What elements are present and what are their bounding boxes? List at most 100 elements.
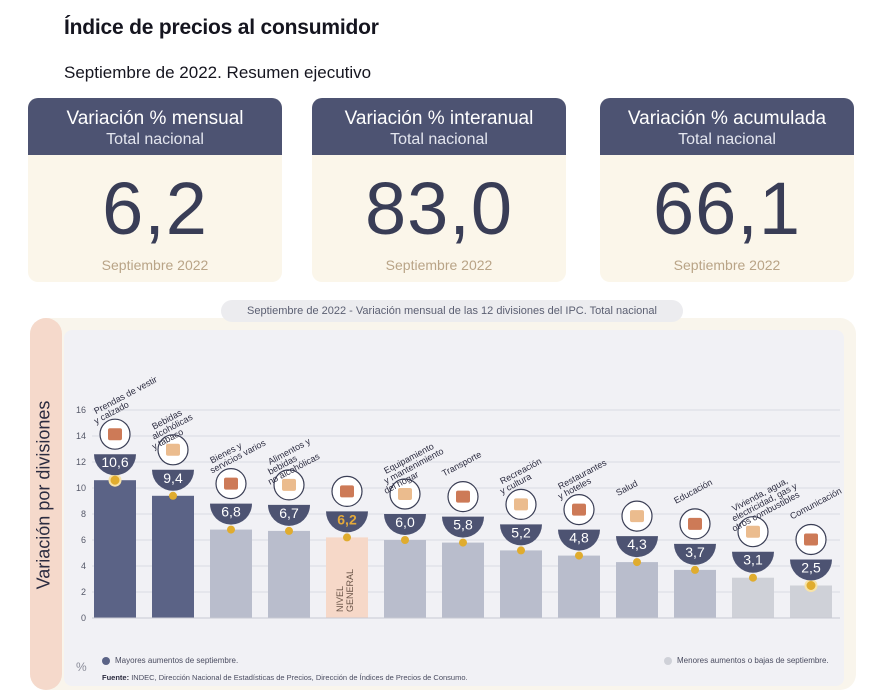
bar <box>442 542 484 618</box>
bar-top-marker <box>517 546 525 555</box>
value-badge <box>732 551 774 573</box>
value-label: 10,6 <box>101 454 128 470</box>
bar-top-marker <box>108 473 122 487</box>
value-badge <box>268 504 310 526</box>
kpi-card-monthly: Variación % mensual Total nacional 6,2 S… <box>28 98 282 282</box>
value-label: 2,5 <box>801 560 821 576</box>
value-label: 3,1 <box>743 552 763 568</box>
value-badge <box>384 514 426 535</box>
y-tick-label: 12 <box>76 457 86 467</box>
bar-top-marker <box>169 491 177 500</box>
category-label: Salud <box>614 478 639 498</box>
bar-top-marker <box>343 533 351 542</box>
book-icon-glyph <box>688 517 702 530</box>
category-label: Transporte <box>440 449 483 478</box>
value-badge <box>558 529 600 551</box>
bar-top-marker <box>691 565 699 574</box>
kpi-value: 83,0 <box>364 167 514 250</box>
bar-top-marker <box>401 536 409 544</box>
value-label: 4,3 <box>627 536 647 552</box>
food-icon-glyph <box>282 478 296 491</box>
value-label: 9,4 <box>163 470 183 486</box>
y-tick-label: 2 <box>81 587 86 597</box>
source-label: Fuente: <box>102 673 130 682</box>
kpi-date: Septiembre 2022 <box>385 257 493 273</box>
bar <box>326 537 368 618</box>
kpi-header: Variación % mensual Total nacional <box>28 98 282 155</box>
y-tick-label: 16 <box>76 405 86 415</box>
kpi-value: 66,1 <box>652 167 802 250</box>
kpi-header: Variación % interanual Total nacional <box>312 98 566 155</box>
y-tick-label: 14 <box>76 431 86 441</box>
value-label: 5,2 <box>511 524 531 540</box>
value-label: 6,8 <box>221 504 241 520</box>
value-label: 5,8 <box>453 517 473 533</box>
value-badge <box>326 511 368 533</box>
y-unit-label: % <box>76 660 87 674</box>
y-tick-label: 4 <box>81 561 86 571</box>
bar <box>732 577 774 618</box>
kpi-subheading: Total nacional <box>106 131 204 148</box>
kpi-heading: Variación % interanual <box>344 108 534 129</box>
bar <box>500 550 542 618</box>
bar <box>674 569 716 618</box>
bar-top-marker <box>633 558 641 567</box>
category-label: Educación <box>672 477 714 506</box>
value-badge <box>674 543 716 565</box>
kpi-subheading: Total nacional <box>390 131 488 148</box>
bar <box>268 530 310 618</box>
kpi-card-accumulated: Variación % acumulada Total nacional 66,… <box>600 98 854 282</box>
bar <box>558 555 600 618</box>
bar-top-marker <box>575 551 583 560</box>
value-badge <box>790 559 832 581</box>
bar-top-marker <box>227 525 235 534</box>
appliance-icon-glyph <box>398 488 412 500</box>
value-label: 6,7 <box>279 505 299 521</box>
legend-highlight: Mayores aumentos de septiembre. <box>102 656 238 665</box>
y-tick-label: 0 <box>81 613 86 623</box>
bar-top-marker <box>285 526 293 535</box>
legend-dot-low <box>664 656 672 665</box>
bar <box>210 529 252 618</box>
kpi-date: Septiembre 2022 <box>101 257 209 273</box>
general-bar-label: NIVEL <box>335 586 345 612</box>
bar-top-marker <box>749 573 757 582</box>
bar <box>384 540 426 618</box>
dinner-icon-glyph <box>572 503 586 516</box>
bar <box>152 495 194 618</box>
chart-caption: Septiembre de 2022 - Variación mensual d… <box>221 300 683 322</box>
phone-icon-glyph <box>804 533 818 546</box>
bar <box>616 562 658 618</box>
legend-low: Menores aumentos o bajas de septiembre. <box>664 656 829 665</box>
source-text: INDEC, Dirección Nacional de Estadística… <box>131 673 468 682</box>
y-tick-label: 10 <box>76 483 86 493</box>
y-tick-label: 6 <box>81 535 86 545</box>
value-label: 3,7 <box>685 544 705 560</box>
shirt-icon-glyph <box>108 428 122 441</box>
value-badge <box>616 536 658 558</box>
bottles-icon-glyph <box>166 443 180 456</box>
page-subtitle: Septiembre de 2022. Resumen ejecutivo <box>64 63 372 82</box>
kpi-heading: Variación % acumulada <box>627 108 827 129</box>
kpi-card-yearly: Variación % interanual Total nacional 83… <box>312 98 566 282</box>
legend-low-label: Menores aumentos o bajas de septiembre. <box>677 656 829 665</box>
bar-top-marker <box>459 538 467 547</box>
kpi-date: Septiembre 2022 <box>673 257 781 273</box>
legend-highlight-label: Mayores aumentos de septiembre. <box>115 656 239 665</box>
value-badge <box>442 516 484 538</box>
health-cross-icon-glyph <box>630 510 644 523</box>
toiletries-icon-glyph <box>224 477 238 490</box>
kpi-heading: Variación % mensual <box>66 108 244 129</box>
general-bar-label: GENERAL <box>345 569 355 612</box>
beach-icon-glyph <box>514 498 528 511</box>
value-label: 6,2 <box>337 511 357 527</box>
bar <box>94 480 136 618</box>
page-title: Índice de precios al consumidor <box>64 16 379 39</box>
value-badge <box>210 503 252 525</box>
value-badge <box>500 524 542 546</box>
value-label: 4,8 <box>569 530 589 546</box>
bar-top-marker <box>804 579 818 592</box>
value-badge <box>94 454 136 476</box>
value-label: 6,0 <box>395 514 415 530</box>
